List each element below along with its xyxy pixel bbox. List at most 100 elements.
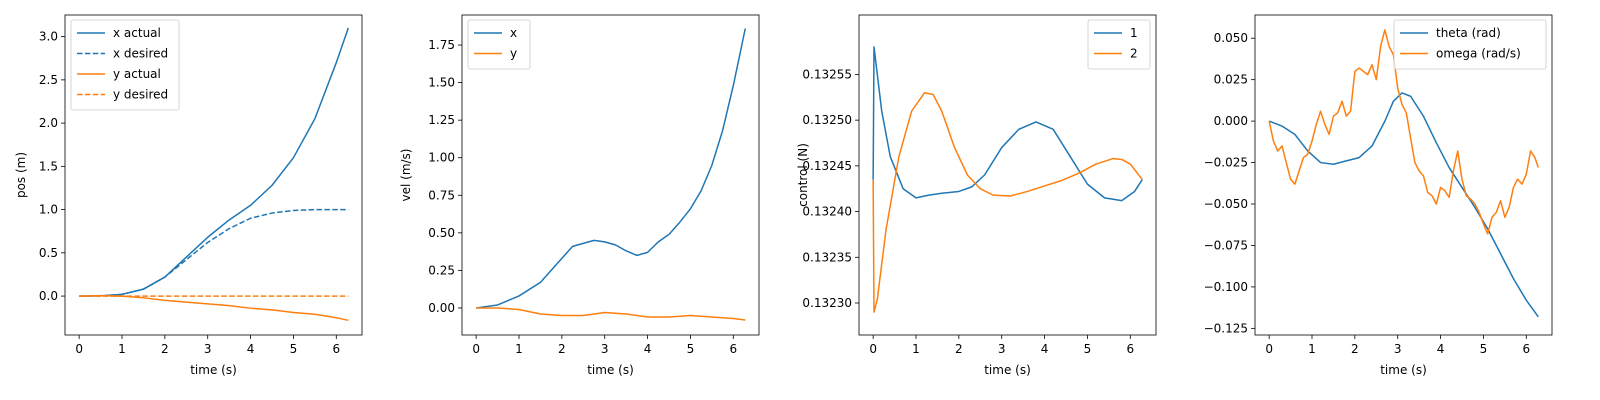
y-tick-label: 0.000 — [1214, 114, 1248, 128]
legend-label: theta (rad) — [1436, 26, 1501, 40]
legend-label: y desired — [113, 88, 168, 102]
legend-box — [70, 19, 180, 111]
series-line-2 — [476, 307, 746, 321]
y-tick-label: 3.0 — [39, 30, 58, 44]
series-line-2 — [1268, 29, 1539, 235]
y-tick-label: −0.025 — [1204, 156, 1248, 170]
legend: x actual x desired y actual y desired — [70, 19, 180, 111]
y-tick-label: 2.0 — [39, 116, 58, 130]
legend-box — [1087, 19, 1151, 70]
legend-label: x — [510, 26, 517, 40]
legend-label: x actual — [113, 26, 161, 40]
y-tick-label: −0.125 — [1204, 321, 1248, 335]
x-tick-label: 6 — [1126, 342, 1134, 356]
x-tick-label: 3 — [601, 342, 609, 356]
x-tick-label: 1 — [515, 342, 523, 356]
x-tick-label: 4 — [247, 342, 255, 356]
x-axis-label: time (s) — [587, 363, 634, 377]
y-tick-label: 0.25 — [428, 263, 455, 277]
legend: xy — [467, 19, 531, 70]
x-tick-label: 1 — [912, 342, 920, 356]
x-tick-label: 4 — [644, 342, 652, 356]
legend: theta (rad) omega (rad/s) — [1393, 19, 1547, 70]
legend-label: 2 — [1130, 47, 1138, 61]
y-tick-label: 0.13245 — [802, 159, 852, 173]
y-tick-label: 0.025 — [1214, 73, 1248, 87]
axes-frame — [1254, 14, 1553, 336]
y-tick-label: 2.5 — [39, 73, 58, 87]
x-tick-label: 0 — [1265, 342, 1273, 356]
y-tick-label: 0.13240 — [802, 205, 852, 219]
series-line-3 — [79, 294, 349, 322]
legend-label: x desired — [113, 47, 168, 61]
x-tick-label: 5 — [1480, 342, 1488, 356]
x-tick-label: 6 — [1522, 342, 1530, 356]
legend-label: omega (rad/s) — [1436, 47, 1521, 61]
y-tick-label: −0.050 — [1204, 197, 1248, 211]
series-line-1 — [872, 46, 1143, 202]
x-tick-label: 2 — [1351, 342, 1359, 356]
y-tick-label: 0.13250 — [802, 113, 852, 127]
y-tick-label: 1.25 — [428, 113, 455, 127]
y-tick-label: 1.75 — [428, 38, 455, 52]
y-axis-label: control (N) — [796, 143, 810, 207]
y-axis-label: pos (m) — [14, 152, 28, 198]
x-axis-label: time (s) — [984, 363, 1031, 377]
series-line-1 — [79, 27, 349, 297]
y-tick-label: −0.075 — [1204, 238, 1248, 252]
y-tick-label: 0.50 — [428, 226, 455, 240]
axes-frame — [858, 14, 1157, 336]
legend-label: 1 — [1130, 26, 1138, 40]
x-tick-label: 5 — [290, 342, 298, 356]
x-axis-label: time (s) — [1380, 363, 1427, 377]
y-tick-label: −0.100 — [1204, 280, 1248, 294]
y-tick-label: 1.5 — [39, 159, 58, 173]
axes-frame — [461, 14, 760, 336]
subplot-2: 0 1 2 3 4 5 6 0.00 0.25 0.50 0.75 1.00 1.25 1.50 1.75 t… — [399, 14, 760, 377]
legend-box — [467, 19, 531, 70]
x-tick-label: 6 — [332, 342, 340, 356]
x-tick-label: 1 — [118, 342, 126, 356]
series-line-2 — [872, 91, 1143, 313]
x-tick-label: 4 — [1437, 342, 1445, 356]
x-tick-label: 3 — [204, 342, 212, 356]
legend-label: y actual — [113, 67, 161, 81]
subplot-1: 0 1 2 3 4 5 6 0.0 0.5 1.0 1.5 2.0 2.5 3.0 time (s) pos … — [14, 14, 363, 377]
subplot-3: 0 1 2 3 4 5 60.132300.132350.132400.132450.132… — [796, 14, 1157, 377]
y-tick-label: 1.0 — [39, 203, 58, 217]
x-axis-label: time (s) — [190, 363, 237, 377]
y-tick-label: 0.050 — [1214, 31, 1248, 45]
y-tick-label: 0.5 — [39, 246, 58, 260]
x-tick-label: 5 — [687, 342, 695, 356]
x-tick-label: 4 — [1041, 342, 1049, 356]
series-line-1 — [476, 28, 747, 309]
x-tick-label: 2 — [558, 342, 566, 356]
y-tick-label: 0.0 — [39, 289, 58, 303]
x-tick-label: 3 — [1394, 342, 1402, 356]
axes-frame — [64, 14, 363, 336]
series-line-2 — [79, 208, 349, 297]
y-tick-label: 0.13235 — [802, 250, 852, 264]
x-tick-label: 5 — [1084, 342, 1092, 356]
y-tick-label: 0.13230 — [802, 296, 852, 310]
subplot-4: 0 1 2 3 4 5 6 −0.125 −0.100 −0.075 −0.050 −0.025 0.0… — [1204, 14, 1553, 377]
legend-box — [1393, 19, 1547, 70]
x-tick-label: 0 — [472, 342, 480, 356]
series-line-1 — [1268, 92, 1539, 318]
x-tick-label: 0 — [75, 342, 83, 356]
y-tick-label: 0.75 — [428, 188, 455, 202]
y-axis-label: vel (m/s) — [399, 149, 413, 202]
y-tick-label: 0.00 — [428, 301, 455, 315]
x-tick-label: 6 — [729, 342, 737, 356]
y-tick-label: 0.13255 — [802, 67, 852, 81]
x-tick-label: 0 — [869, 342, 877, 356]
x-tick-label: 3 — [998, 342, 1006, 356]
y-tick-label: 1.00 — [428, 151, 455, 165]
legend-label: y — [510, 47, 517, 61]
x-tick-label: 1 — [1308, 342, 1316, 356]
y-tick-label: 1.50 — [428, 76, 455, 90]
legend: 12 — [1087, 19, 1151, 70]
x-tick-label: 2 — [161, 342, 169, 356]
x-tick-label: 2 — [955, 342, 963, 356]
